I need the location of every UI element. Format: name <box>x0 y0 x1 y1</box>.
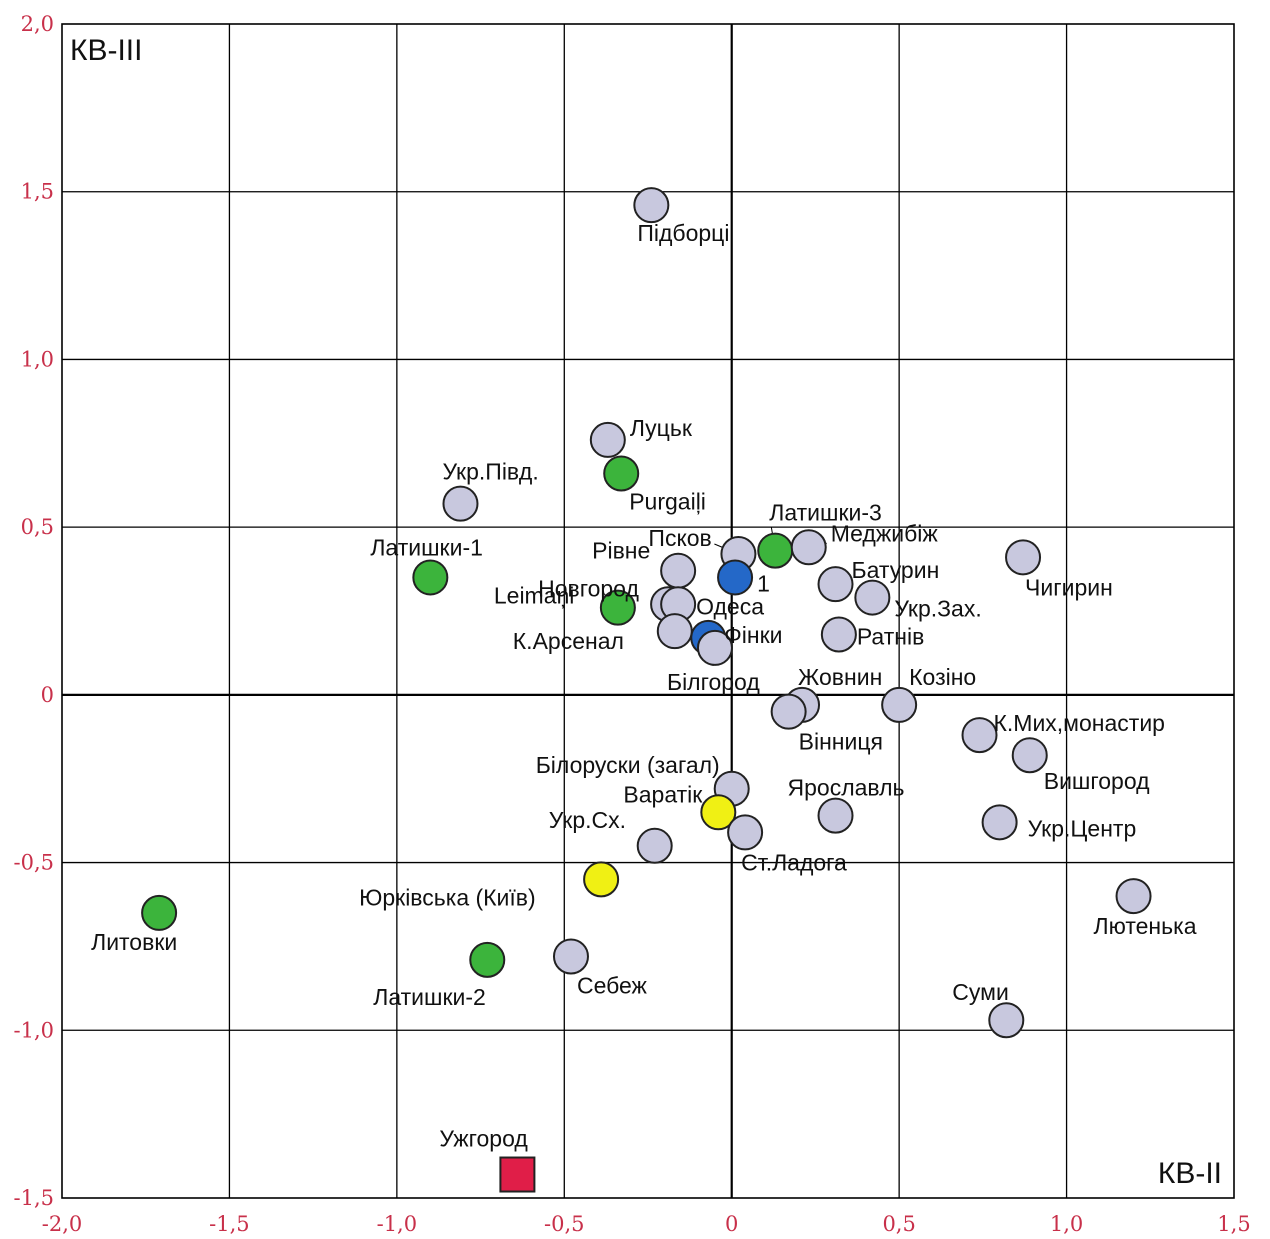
point-label: Латишки-3 <box>769 500 882 526</box>
data-points <box>141 187 1152 1193</box>
data-point <box>656 613 693 650</box>
point-label: Вишгород <box>1044 768 1150 794</box>
data-point <box>700 794 737 831</box>
point-label: Латишки-2 <box>373 984 486 1010</box>
point-label: Ратнів <box>857 623 924 649</box>
point-label: Укр.Зах. <box>894 596 981 622</box>
point-label: Себеж <box>577 972 648 998</box>
data-point <box>603 455 640 492</box>
x-tick-label: -2,0 <box>42 1212 83 1236</box>
data-point <box>141 894 178 931</box>
data-point <box>412 559 449 596</box>
point-label: Луцьк <box>630 415 693 441</box>
point-label: Вінниця <box>799 729 883 755</box>
point-label: Лютенька <box>1094 913 1197 939</box>
data-point <box>854 579 891 616</box>
data-point <box>1005 539 1042 576</box>
data-point <box>696 629 733 666</box>
y-tick-label: 1,0 <box>21 347 54 371</box>
y-tick-label: 0,5 <box>21 515 54 539</box>
point-label: Ярославль <box>788 775 905 801</box>
point-label: Укр.Півд. <box>442 459 538 485</box>
point-label: Жовнин <box>798 664 882 690</box>
data-point <box>717 559 754 596</box>
point-label: Укр.Сх. <box>549 807 626 833</box>
point-label: Чигирин <box>1025 574 1113 600</box>
point-label: Ст.Ладога <box>741 849 847 875</box>
point-label: Юрківська (Київ) <box>359 884 536 910</box>
point-label: Батурин <box>852 557 940 583</box>
data-point <box>552 938 589 975</box>
point-label: Білгород <box>667 669 760 695</box>
y-axis-label: КВ-III <box>70 34 142 67</box>
y-tick-label: -1,0 <box>14 1018 55 1042</box>
data-point <box>1115 878 1152 915</box>
point-label: Одеса <box>696 593 764 619</box>
data-point <box>770 693 807 730</box>
point-label: Фінки <box>724 622 782 648</box>
data-point <box>633 187 670 224</box>
point-label: Латишки-1 <box>370 534 483 560</box>
x-tick-label: 0,5 <box>882 1212 915 1236</box>
data-point <box>820 616 857 653</box>
data-point <box>442 485 479 522</box>
y-tick-label: -1,5 <box>14 1186 55 1210</box>
y-tick-label: -0,5 <box>14 851 55 875</box>
x-tick-label: 1,5 <box>1217 1212 1250 1236</box>
plot-frame <box>61 23 1235 1199</box>
data-point <box>790 529 827 566</box>
point-labels: Підборці Луцьк Purgaiļi Укр.Півд. Латишки-1 Л… <box>91 220 1197 1151</box>
data-point <box>881 686 918 723</box>
y-tick-label: 1,5 <box>21 180 54 204</box>
point-label: К.Арсенал <box>513 628 624 654</box>
point-label: 1 <box>757 570 770 596</box>
y-tick-label: 0 <box>41 683 54 707</box>
data-point <box>599 589 636 626</box>
data-point <box>469 941 506 978</box>
data-point <box>981 804 1018 841</box>
point-label: Білоруски (загал) <box>536 752 720 778</box>
grid <box>61 23 1235 1199</box>
point-label: Меджибіж <box>831 520 939 546</box>
data-point <box>988 1002 1025 1039</box>
point-label: Leimaņi <box>494 583 575 609</box>
point-label: Новгород <box>538 575 639 601</box>
data-point <box>757 532 794 569</box>
point-label: Укр.Центр <box>1028 815 1137 841</box>
data-point <box>727 814 764 851</box>
data-point <box>589 421 626 458</box>
point-label: Варатік <box>623 781 703 807</box>
x-tick-label: 0 <box>725 1212 738 1236</box>
point-label: Ужгород <box>439 1126 528 1152</box>
point-label: Псков <box>648 525 711 551</box>
point-label: Литовки <box>91 929 177 955</box>
x-tick-label: -1,5 <box>209 1212 250 1236</box>
data-point <box>817 797 854 834</box>
x-tick-label: -1,0 <box>377 1212 418 1236</box>
point-label: Purgaiļi <box>629 488 706 514</box>
point-label: Рівне <box>592 538 650 564</box>
data-point <box>817 566 854 603</box>
y-tick-label: 2,0 <box>21 12 54 36</box>
point-label: Козіно <box>909 664 976 690</box>
tick-labels: -2,0 -1,5 -1,0 -0,5 0 0,5 1,0 1,52,01,51,00,50-… <box>14 12 1251 1236</box>
data-point <box>583 861 620 898</box>
point-label: К.Мих,монастир <box>994 710 1165 736</box>
point-label: Суми <box>952 979 1009 1005</box>
x-axis-label: КВ-II <box>1158 1157 1222 1190</box>
data-point <box>660 552 697 589</box>
x-tick-label: -0,5 <box>544 1212 585 1236</box>
point-label: Підборці <box>637 220 729 246</box>
x-tick-label: 1,0 <box>1050 1212 1083 1236</box>
data-point-square <box>499 1156 536 1193</box>
data-point <box>1011 737 1048 774</box>
data-point <box>636 827 673 864</box>
data-point <box>961 717 998 754</box>
